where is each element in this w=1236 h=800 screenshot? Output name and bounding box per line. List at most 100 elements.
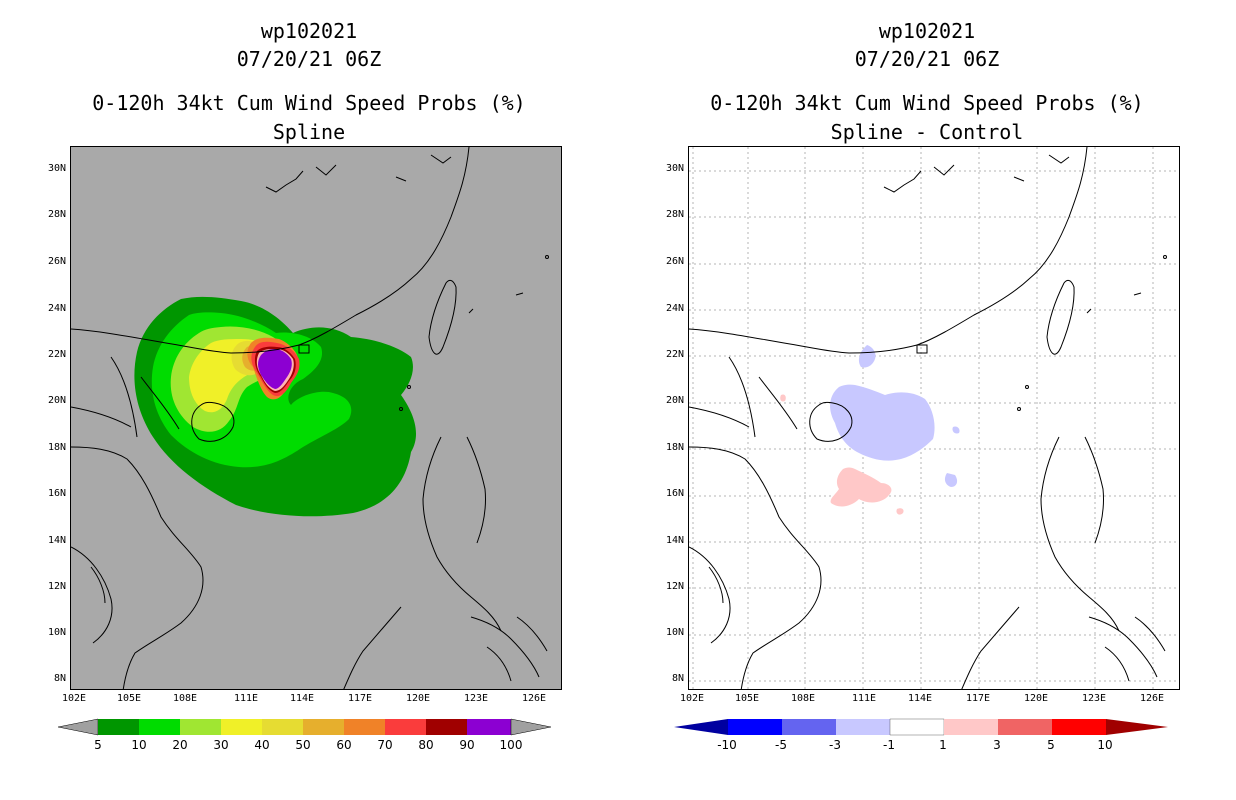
lat-label: 26N [665,256,684,267]
colorbar-label: 70 [377,738,393,752]
coastlines [689,147,1167,689]
lon-label: 114E [289,693,315,704]
colorbar-label: 10 [131,738,147,752]
colorbar-label: 90 [459,738,475,752]
storm-id: wp102021 [878,19,976,43]
lon-label: 126E [1139,693,1165,704]
colorbar-swatch [728,719,782,735]
diff-positive-region [830,467,892,507]
colorbar-end-left [674,719,728,735]
colorbar-end-right [510,718,552,736]
lon-label: 117E [347,693,373,704]
colorbar-swatch [467,719,511,735]
panel-spline: wp102021 07/20/21 06Z 0-120h 34kt Cum Wi… [47,19,562,752]
lat-label: 18N [665,442,684,453]
colorbar-swatch [889,718,945,736]
lat-label: 8N [671,673,684,684]
colorbar-swatch [998,719,1052,735]
lon-label: 120E [1023,693,1049,704]
colorbar-swatch [782,719,836,735]
panel-subtitle: Spline [272,120,346,144]
product-title: 0-120h 34kt Cum Wind Speed Probs (%) [710,91,1144,115]
lon-label: 108E [790,693,816,704]
lon-label: 108E [172,693,198,704]
colorbar-swatch [836,719,890,735]
colorbar-label: 5 [94,738,102,752]
lat-label: 20N [47,395,66,406]
lon-label: 123E [1081,693,1107,704]
colorbar-swatch [221,719,262,735]
lon-label: 111E [233,693,259,704]
panel-spline-minus-control: wp102021 07/20/21 06Z 0-120h 34kt Cum Wi… [618,0,1236,800]
lon-label: 111E [851,693,877,704]
colorbar-label: 80 [418,738,434,752]
lon-label: 123E [463,693,489,704]
colorbar-swatch [98,719,139,735]
lon-label: 126E [521,693,547,704]
colorbar-label: 100 [499,738,523,752]
lat-label: 12N [47,581,66,592]
colorbar-label: -3 [829,738,841,752]
diff-negative-region [830,384,935,461]
colorbar-label: 60 [336,738,352,752]
colorbar-swatch [262,719,303,735]
colorbar-label: -1 [883,738,895,752]
colorbar-label: 10 [1097,738,1113,752]
colorbar-end-right [1106,719,1168,735]
colorbar-swatch [426,719,467,735]
colorbar-label: 3 [993,738,1001,752]
lat-label: 30N [47,163,66,174]
colorbar-label: -5 [775,738,787,752]
colorbar-swatch [180,719,221,735]
lat-label: 26N [47,256,66,267]
map-canvas [71,147,549,689]
init-time: 07/20/21 06Z [236,47,382,71]
colorbar-swatch [385,719,426,735]
probability-contours [134,296,417,517]
lat-label: 22N [665,349,684,360]
lon-label: 105E [734,693,760,704]
coastlines [71,147,549,689]
probability-map [70,146,562,690]
lat-label: 12N [665,581,684,592]
colorbar-swatch [944,719,998,735]
product-title: 0-120h 34kt Cum Wind Speed Probs (%) [92,91,526,115]
diff-positive-region [896,508,904,515]
lat-label: 24N [665,303,684,314]
panel-subtitle: Spline - Control [830,120,1024,144]
diff-negative-region [944,473,958,487]
colorbar-label: 1 [939,738,947,752]
diff-negative-region [858,345,876,368]
colorbar-label: 40 [254,738,270,752]
colorbar-swatch [303,719,344,735]
lat-label: 22N [47,349,66,360]
lon-label: 114E [907,693,933,704]
lon-label: 102E [61,693,87,704]
lon-label: 102E [679,693,705,704]
colorbar-end-left [58,718,99,736]
colorbar-swatch [344,719,385,735]
colorbar-probability [58,718,552,736]
colorbar-label: 30 [213,738,229,752]
init-time: 07/20/21 06Z [854,47,1000,71]
colorbar-swatch [139,719,180,735]
contour-100 [258,349,292,389]
gridlines [689,147,1179,689]
colorbar-label: -10 [717,738,737,752]
colorbar-difference [674,718,1168,736]
lon-label: 120E [405,693,431,704]
lon-label: 105E [116,693,142,704]
map-canvas [689,147,1179,689]
colorbar-label: 20 [172,738,188,752]
lat-label: 28N [47,209,66,220]
hong-kong-box [916,344,928,354]
difference-contours [780,345,960,515]
lat-label: 16N [665,488,684,499]
lat-label: 14N [665,535,684,546]
hong-kong-box [298,344,310,354]
lat-label: 14N [47,535,66,546]
lat-label: 30N [665,163,684,174]
lat-label: 10N [47,627,66,638]
lat-label: 8N [53,673,66,684]
lat-label: 28N [665,209,684,220]
